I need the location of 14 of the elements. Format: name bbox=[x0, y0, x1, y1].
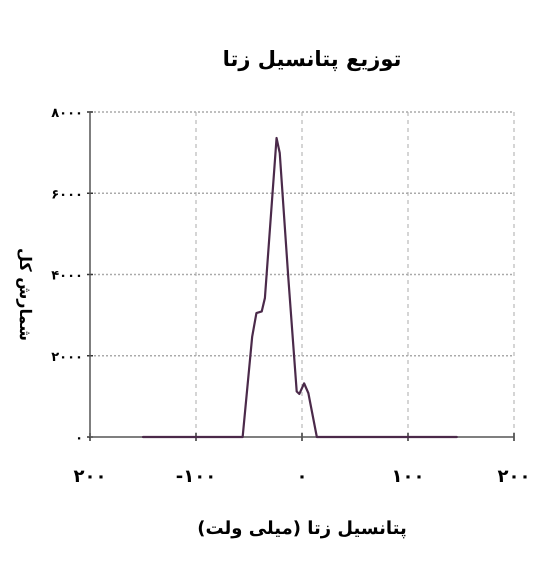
y-tick-label: ۶۰۰۰ bbox=[51, 187, 83, 202]
y-tick-label: ۲۰۰۰ bbox=[51, 350, 83, 365]
y-axis-title: شمارش کل bbox=[16, 248, 35, 341]
y-tick-label: ۴۰۰۰ bbox=[51, 268, 83, 284]
x-tick-label: ۲۰۰ bbox=[74, 466, 106, 487]
y-tick-label: ۸۰۰۰ bbox=[51, 106, 83, 121]
chart-title: توزیع پتانسیل زتا bbox=[222, 47, 402, 72]
x-tick-label: ۲۰۰ bbox=[498, 466, 530, 487]
x-axis-title: پتانسیل زتا (میلی ولت) bbox=[197, 518, 407, 539]
x-tick-label: ۰ bbox=[296, 466, 308, 487]
x-tick-label: -۱۰۰ bbox=[176, 466, 216, 487]
x-tick-label: ۱۰۰ bbox=[392, 466, 424, 487]
y-tick-label: ۰ bbox=[75, 431, 83, 446]
line-series bbox=[142, 136, 458, 438]
